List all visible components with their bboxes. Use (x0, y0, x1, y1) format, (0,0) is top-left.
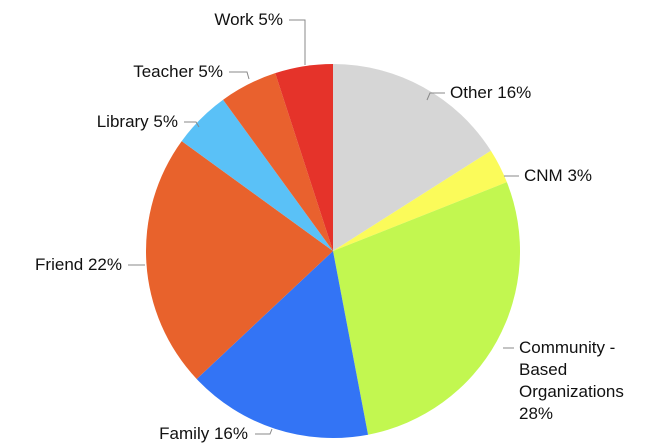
pie-slice (333, 64, 491, 251)
pie-slice (196, 251, 369, 439)
leader-line (229, 71, 250, 80)
slice-name: CNM (524, 166, 563, 185)
leader-line (289, 19, 306, 65)
slice-value: 5% (258, 10, 283, 29)
slice-label: Teacher 5% (133, 61, 223, 83)
slice-value: 22% (87, 255, 122, 274)
slice-name: Teacher (133, 62, 194, 81)
pie-slice (275, 64, 333, 251)
slice-label: Library 5% (97, 111, 178, 133)
slice-label: Family 16% (159, 423, 248, 445)
slice-name: Community - Based Organizations (519, 338, 624, 401)
pie-slice (333, 182, 520, 435)
slice-label: Friend 22% (35, 254, 122, 276)
slice-value: 28% (519, 404, 554, 423)
slice-name: Family (159, 424, 210, 443)
slice-label: Other 16% (450, 82, 531, 104)
leader-line (255, 428, 273, 435)
leader-line (426, 92, 445, 101)
slice-label: CNM 3% (524, 165, 592, 187)
slice-value: 5% (153, 112, 178, 131)
slice-value: 3% (567, 166, 593, 185)
slice-name: Work (214, 10, 254, 29)
pie-slice (145, 141, 333, 380)
slice-value: 5% (198, 62, 223, 81)
slice-value: 16% (213, 424, 248, 443)
slice-name: Library (96, 112, 149, 131)
pie-slice (333, 150, 507, 251)
leader-line (184, 121, 200, 128)
slice-label: Work 5% (214, 9, 283, 31)
slice-value: 16% (497, 83, 532, 102)
slice-name: Friend (35, 255, 84, 274)
slice-name: Other (450, 83, 493, 102)
pie-slice (223, 73, 333, 251)
slice-label: Community - Based Organizations 28% (519, 337, 644, 425)
pie-slice (181, 99, 333, 251)
